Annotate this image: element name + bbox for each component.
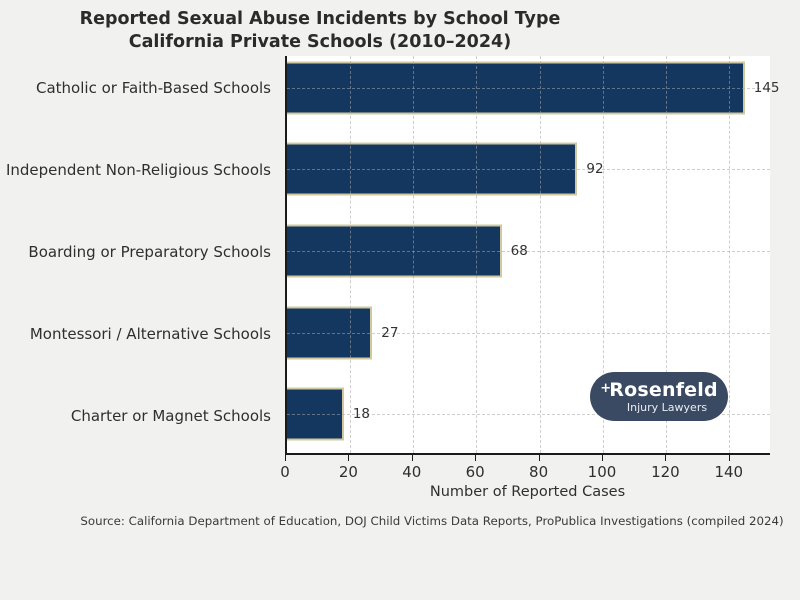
gridline-vertical: [602, 56, 604, 453]
gridline-horizontal: [287, 414, 770, 416]
category-label: Montessori / Alternative Schools: [29, 324, 271, 343]
plot-area: 145 92 68 27 18: [285, 56, 780, 455]
logo-name-text: Rosenfeld: [609, 378, 718, 401]
chart-title: Reported Sexual Abuse Incidents by Schoo…: [40, 8, 600, 55]
title-line-1: Reported Sexual Abuse Incidents by Schoo…: [79, 9, 561, 29]
value-label: 27: [381, 324, 399, 341]
x-axis-label: Number of Reported Cases: [429, 484, 626, 500]
value-label: 92: [586, 161, 604, 178]
gridline-vertical: [476, 56, 478, 453]
category-label: Boarding or Preparatory Schools: [28, 242, 271, 261]
plus-icon: +: [600, 380, 612, 396]
x-tick-label: 100: [587, 463, 617, 481]
gridline-horizontal: [287, 87, 770, 89]
gridline-vertical: [350, 56, 352, 453]
x-tick-mark: [728, 455, 730, 461]
x-tick-label: 120: [651, 463, 680, 481]
gridline-vertical: [665, 56, 667, 453]
gridline-horizontal: [287, 250, 770, 252]
x-tick-mark: [475, 455, 477, 461]
category-label: Independent Non-Religious Schools: [5, 160, 271, 179]
gridline-vertical: [413, 56, 415, 453]
value-label: 68: [510, 242, 528, 259]
x-tick-mark: [665, 455, 667, 461]
source-note: Source: California Department of Educati…: [80, 514, 784, 528]
logo-name: +Rosenfeld: [600, 378, 718, 401]
gridline-vertical: [539, 56, 541, 453]
x-tick-mark: [285, 455, 286, 461]
category-label: Charter or Magnet Schools: [70, 406, 271, 425]
x-tick-label: 140: [714, 463, 744, 481]
gridline-horizontal: [287, 169, 770, 171]
rosenfeld-logo: +Rosenfeld Injury Lawyers: [590, 372, 728, 421]
category-labels: Catholic or Faith-Based Schools Independe…: [0, 56, 277, 455]
x-tick-mark: [348, 455, 350, 461]
value-label: 18: [352, 406, 370, 423]
x-tick-label: 0: [280, 463, 290, 481]
x-axis: 0 20 40 60 80 100 120 140: [280, 455, 770, 495]
x-tick-label: 80: [529, 463, 549, 481]
gridline-vertical: [728, 56, 730, 453]
category-label: Catholic or Faith-Based Schools: [36, 78, 271, 97]
x-tick-label: 60: [465, 463, 485, 481]
x-tick-mark: [538, 455, 540, 461]
title-line-2: California Private Schools (2010–2024): [128, 32, 512, 53]
x-tick-label: 40: [402, 463, 422, 481]
x-tick-mark: [411, 455, 413, 461]
value-label: 145: [753, 79, 780, 96]
x-tick-mark: [601, 455, 603, 461]
logo-tagline: Injury Lawyers: [626, 400, 708, 414]
gridline-horizontal: [287, 332, 770, 334]
x-tick-label: 20: [338, 463, 358, 481]
